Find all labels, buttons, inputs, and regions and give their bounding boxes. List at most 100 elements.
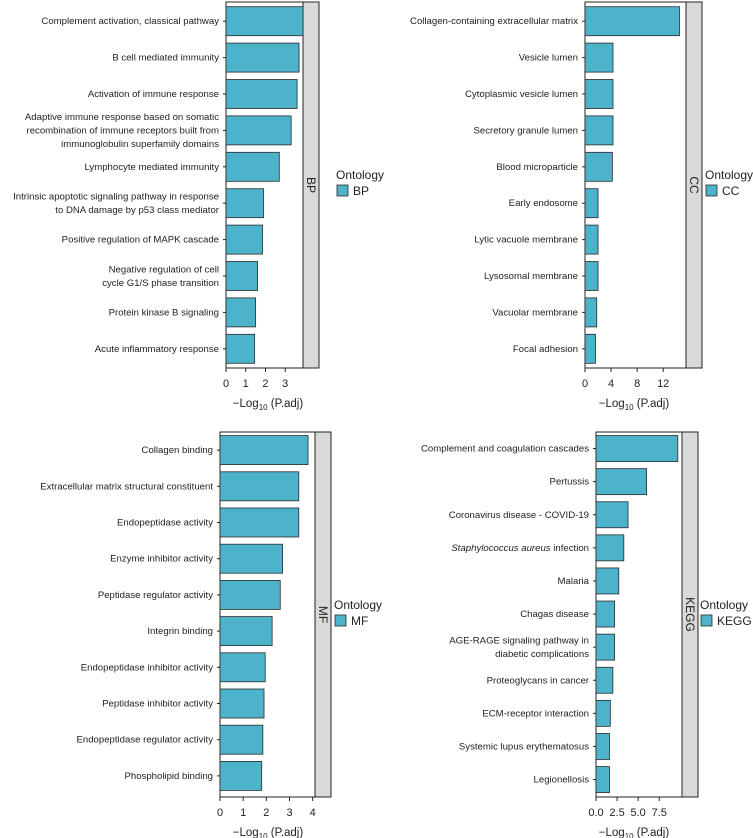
legend-title: Ontology: [336, 168, 384, 182]
bar: [595, 534, 625, 562]
category-label: ECM-receptor interaction: [482, 708, 589, 719]
category-label: Early endosome: [509, 198, 578, 209]
category-label: Proteoglycans in cancer: [487, 675, 590, 686]
x-tick-label: 0: [582, 378, 588, 390]
x-tick-label: 5.0: [631, 807, 646, 819]
bar: [584, 333, 596, 364]
x-tick-label: 3: [282, 378, 288, 390]
panel-bp: BP Complement activation, classical pathw…: [13, 1, 384, 412]
panel-mf: MF Collagen binding Extracellular matrix s…: [40, 431, 382, 838]
legend-label: CC: [722, 184, 740, 198]
bar: [584, 261, 599, 291]
x-tick-label: 2: [262, 378, 268, 390]
facet-strip: [302, 1, 320, 369]
bar: [219, 616, 273, 646]
legend-title: Ontology: [705, 168, 753, 182]
bar: [595, 699, 611, 727]
facet-strip: [314, 431, 332, 798]
category-label: Staphylococcus aureus infection: [451, 542, 589, 553]
category-label: Activation of immune response: [88, 89, 219, 100]
x-axis-label: −Log10 (P.adj): [233, 398, 304, 412]
panel-cc: CC Collagen-containing extracellular matr…: [410, 1, 753, 412]
category-label: Enzyme inhibitor activity: [110, 553, 213, 564]
bar: [225, 297, 257, 328]
bar: [225, 261, 258, 291]
x-tick-label: 2: [263, 807, 269, 819]
bar: [595, 733, 610, 760]
category-label: Negative regulation of cell cycle G1/S ph…: [102, 264, 219, 289]
bar: [584, 42, 614, 73]
category-label: Complement and coagulation cascades: [421, 443, 589, 454]
legend-label: KEGG: [717, 614, 752, 628]
panel-kegg: KEGG Complement and coagulation cascades P…: [421, 431, 752, 838]
bar: [225, 42, 300, 73]
bar: [219, 688, 265, 719]
x-tick-label: 4: [608, 378, 614, 390]
bar: [225, 224, 263, 255]
x-tick-label: 7.5: [652, 807, 667, 819]
bar: [595, 766, 610, 793]
category-label: Lymphocyte mediated immunity: [84, 161, 219, 172]
category-label: Endopeptidase inhibitor activity: [81, 662, 213, 673]
category-label: Peptidase regulator activity: [98, 589, 213, 600]
legend-title: Ontology: [700, 598, 748, 612]
x-tick-label: 12: [657, 378, 669, 390]
bar: [595, 435, 679, 462]
bar: [219, 652, 266, 683]
bar: [584, 224, 599, 255]
facet-strip: [685, 1, 703, 369]
category-label: Blood microparticle: [496, 161, 578, 172]
category-label: Endopeptidase activity: [117, 517, 213, 528]
x-tick-label: 1: [243, 378, 249, 390]
category-label: AGE-RAGE signaling pathway in diabetic co…: [449, 635, 589, 660]
bar: [225, 79, 298, 109]
facet-strip-label: BP: [304, 177, 318, 193]
bar: [595, 600, 615, 628]
category-label: Pertussis: [550, 476, 590, 487]
bar: [225, 188, 264, 219]
bar: [225, 115, 292, 146]
x-axis-label: −Log10 (P.adj): [599, 827, 670, 838]
legend-key: [700, 614, 713, 627]
legend: Ontology CC: [705, 168, 753, 198]
x-tick-label: 4: [310, 807, 316, 819]
legend-title: Ontology: [334, 598, 382, 612]
bar: [219, 507, 300, 538]
category-label: Systemic lupus erythematosus: [459, 741, 589, 752]
x-axis-label: −Log10 (P.adj): [599, 398, 670, 412]
category-label: Chagas disease: [520, 609, 589, 620]
bar: [225, 151, 280, 182]
bar: [219, 724, 264, 755]
x-tick-label: 3: [286, 807, 292, 819]
x-tick-label: 1: [240, 807, 246, 819]
bar: [595, 567, 620, 595]
legend-label: BP: [353, 184, 369, 198]
bar: [584, 297, 598, 328]
category-label: Focal adhesion: [513, 343, 578, 354]
category-label: Malaria: [558, 575, 590, 586]
legend-key: [705, 184, 718, 197]
bar: [219, 435, 309, 466]
bar: [219, 580, 281, 610]
category-label: Acute inflammatory response: [95, 343, 219, 354]
bar: [595, 468, 647, 496]
category-label: Complement activation, classical pathway: [41, 16, 219, 27]
bar: [225, 333, 256, 364]
bar: [584, 115, 614, 146]
category-label: Peptidase inhibitor activity: [102, 698, 213, 709]
category-label: Endopeptidase regulator activity: [76, 734, 213, 745]
category-label: Vacuolar membrane: [492, 307, 578, 318]
x-tick-label: 0: [217, 807, 223, 819]
bar: [219, 543, 283, 574]
x-tick-label: 0.0: [588, 807, 603, 819]
legend-label: MF: [351, 614, 368, 628]
bar: [595, 666, 614, 694]
category-label: Protein kinase B signaling: [109, 307, 219, 318]
bar: [219, 471, 300, 502]
legend: Ontology KEGG: [700, 598, 752, 628]
bar: [584, 79, 614, 109]
category-label: B cell mediated immunity: [112, 52, 219, 63]
category-label: Lysosomal membrane: [484, 271, 578, 282]
category-label: Positive regulation of MAPK cascade: [62, 234, 219, 245]
facet-strip: [681, 431, 699, 798]
